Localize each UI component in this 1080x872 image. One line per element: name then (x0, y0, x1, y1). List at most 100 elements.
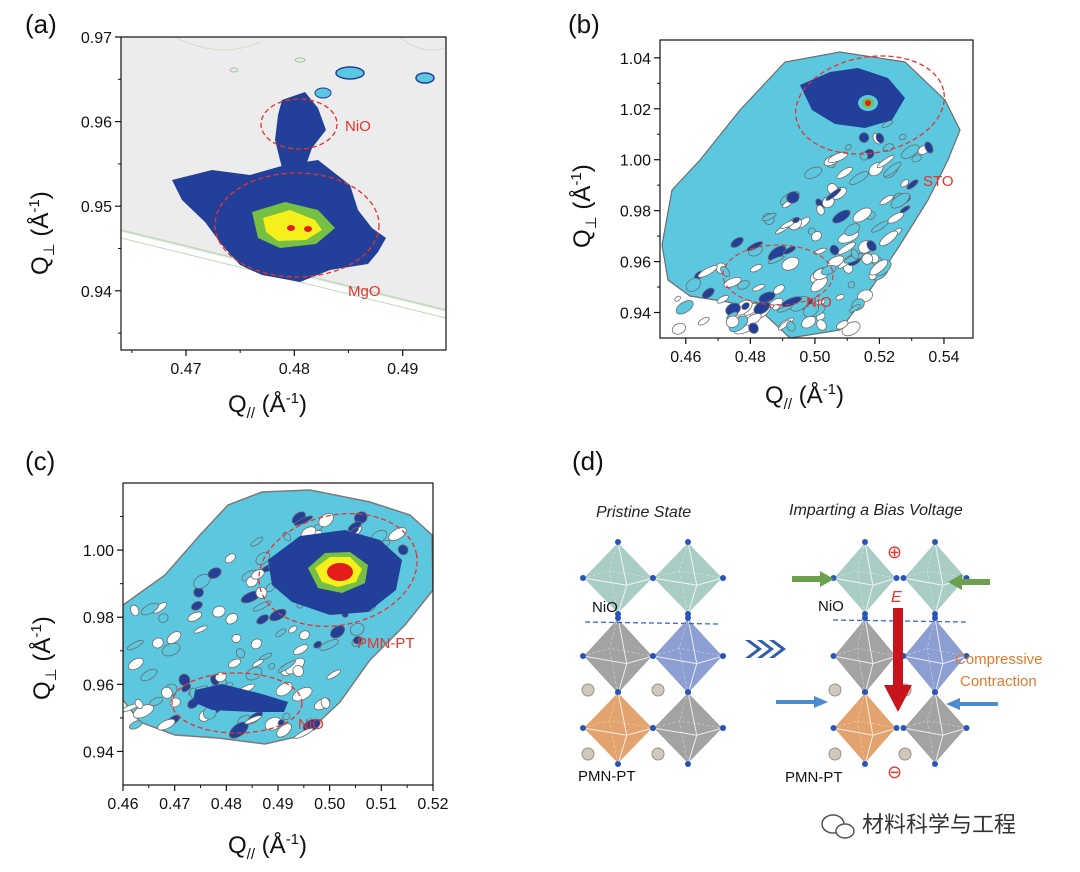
contour-island (224, 553, 236, 564)
panel-b-nio-circle (722, 244, 834, 306)
contour-island (924, 141, 934, 154)
oxygen-atom (615, 539, 621, 545)
contour-island (250, 569, 265, 580)
contour-island (352, 636, 363, 645)
panel-b-xlabel: Q// (Å-1) (765, 381, 844, 413)
contour-island (835, 320, 849, 330)
contour-island (911, 154, 922, 163)
panel-b-axes: 0.46 0.48 0.50 0.52 0.54 0.94 0.96 0.98 1.00 1.02… (620, 51, 960, 366)
panel-a-map (121, 37, 446, 350)
panel-c-pmnpt-circle (258, 513, 418, 627)
contour-island (879, 194, 894, 206)
contour-island (752, 283, 766, 292)
panel-c-contour-red (327, 563, 353, 581)
contour-island (250, 536, 264, 547)
contour-island (313, 640, 322, 649)
contour-island (767, 255, 785, 265)
contour-island (866, 240, 877, 252)
contour-island (730, 236, 744, 248)
cation-atom (898, 747, 912, 761)
contour-island (792, 216, 800, 224)
contour-island (231, 633, 242, 643)
y-tick-label: 1.00 (83, 543, 114, 560)
cation-atom (651, 747, 665, 761)
y-tick-label: 1.02 (620, 102, 651, 119)
x-tick-label: 0.49 (387, 361, 418, 378)
contour-island (820, 264, 837, 276)
x-tick-label: 0.52 (417, 796, 448, 813)
oxygen-atom (862, 615, 868, 621)
x-tick-label: 0.48 (279, 361, 310, 378)
oxygen-atom (893, 725, 900, 731)
contour-island (786, 191, 800, 204)
watermark-text: 材料科学与工程 (862, 812, 1016, 837)
panel-a-frame (120, 36, 447, 351)
contour-island (275, 682, 293, 697)
contour-island (899, 205, 911, 214)
contour-island (349, 622, 365, 636)
contour-island (900, 179, 910, 188)
cation-atom (581, 683, 595, 697)
contour-island (282, 712, 291, 721)
oxygen-atom (862, 689, 868, 695)
contour-island (191, 601, 203, 611)
y-tick-label: 0.96 (620, 255, 651, 272)
contour-island (741, 302, 750, 310)
oxygen-atom (685, 539, 691, 545)
nio-octahedron (650, 539, 726, 617)
contour-island (293, 644, 309, 656)
contour-island (871, 220, 889, 233)
panel-a-peak-small (415, 72, 435, 84)
panel-c-axes: 0.46 0.47 0.48 0.49 0.50 0.51 0.52 0.94 0.96 0.98… (83, 516, 449, 813)
panel-a-contour-red (287, 225, 295, 231)
x-tick-label: 0.48 (735, 349, 766, 366)
contour-island (292, 665, 304, 677)
panel-a-mgo-circle (214, 172, 380, 278)
contour-island (268, 663, 276, 670)
contour-island (671, 322, 686, 335)
cation-atom (828, 747, 842, 761)
x-tick-label: 0.46 (107, 796, 138, 813)
contour-island (847, 281, 856, 289)
pmnpt-octahedron (830, 615, 900, 697)
contour-island (207, 567, 222, 579)
contour-island (844, 223, 861, 237)
contour-island (152, 637, 164, 649)
contour-island (275, 628, 287, 638)
contour-island (890, 192, 911, 209)
wechat-icon (821, 814, 855, 839)
contour-island (869, 259, 889, 276)
contraction-label: Contraction (960, 673, 1037, 690)
contour-island (685, 277, 702, 292)
oxygen-atom (720, 575, 726, 581)
panel-b-annotation-sto: STO (923, 173, 954, 190)
contour-island (252, 600, 272, 612)
contour-island (128, 720, 143, 730)
panel-a-contour-red (304, 226, 312, 232)
panel-a-nio-circle (260, 98, 338, 150)
panel-d: (d) Pristine State Imparting a Bias Volt… (572, 446, 1043, 786)
contour-island (827, 255, 845, 268)
negative-electrode-icon: ⊖ (887, 762, 902, 782)
compression-arrow-left-top-head (820, 571, 834, 587)
contour-island (816, 319, 827, 331)
contour-island (758, 291, 776, 303)
panel-b-sto-peak (800, 68, 905, 128)
contour-island (898, 133, 907, 141)
contour-island (845, 144, 852, 151)
pristine-state-title: Pristine State (596, 504, 691, 521)
contour-island (166, 631, 182, 645)
x-tick-label: 0.47 (159, 796, 190, 813)
contour-island (825, 188, 842, 201)
compression-arrow-right-top-head (948, 574, 962, 590)
panel-a-annotation-mgo: MgO (348, 283, 381, 300)
x-tick-label: 0.48 (211, 796, 242, 813)
compression-arrow-right-bottom-head (946, 698, 960, 710)
oxygen-atom (720, 653, 726, 659)
contour-island (737, 280, 750, 290)
panel-a-peak-small (335, 66, 365, 80)
contour-island (725, 315, 740, 329)
y-tick-label: 0.94 (620, 306, 651, 323)
contour-island (330, 625, 346, 639)
contour-island (294, 727, 314, 739)
